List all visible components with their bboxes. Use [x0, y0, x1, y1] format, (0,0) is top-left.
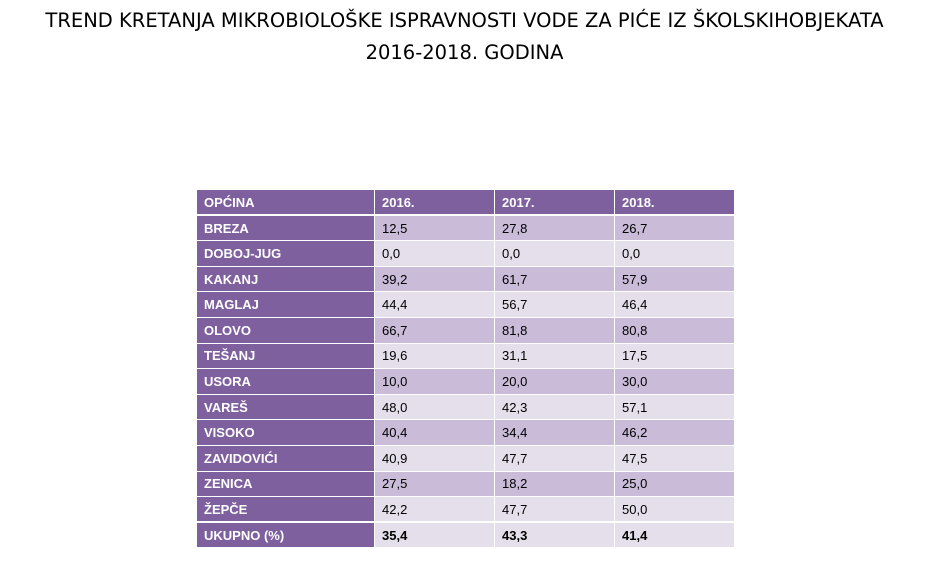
- table-cell: 57,9: [614, 265, 735, 293]
- row-label: BREZA: [196, 214, 375, 242]
- table-cell: 34,4: [494, 419, 615, 446]
- column-header: 2017.: [494, 189, 615, 217]
- column-header: 2016.: [374, 189, 495, 217]
- table-cell: 40,9: [374, 444, 495, 472]
- table-cell: 12,5: [374, 214, 495, 242]
- table-cell: 31,1: [494, 342, 615, 370]
- table-cell: 66,7: [374, 316, 495, 344]
- table-cell: 61,7: [494, 265, 615, 293]
- total-cell: 41,4: [614, 521, 735, 549]
- table-cell: 42,2: [374, 496, 495, 523]
- table-cell: 20,0: [494, 368, 615, 395]
- table-cell: 47,7: [494, 444, 615, 472]
- table-cell: 42,3: [494, 393, 615, 421]
- row-label: ZENICA: [196, 470, 375, 498]
- table-cell: 26,7: [614, 214, 735, 242]
- table-cell: 30,0: [614, 368, 735, 395]
- table-cell: 18,2: [494, 470, 615, 498]
- table-cell: 0,0: [494, 240, 615, 267]
- table-cell: 47,7: [494, 496, 615, 523]
- row-label: MAGLAJ: [196, 291, 375, 318]
- table-cell: 50,0: [614, 496, 735, 523]
- table-row: VAREŠ 48,0 42,3 57,1: [196, 393, 735, 421]
- table-cell: 47,5: [614, 444, 735, 472]
- column-header: 2018.: [614, 189, 735, 217]
- table-cell: 81,8: [494, 316, 615, 344]
- title-line-2: 2016-2018. GODINA: [365, 41, 564, 64]
- row-label: OLOVO: [196, 316, 375, 344]
- table-cell: 27,8: [494, 214, 615, 242]
- title-line-1: TREND KRETANJA MIKROBIOLOŠKE ISPRAVNOSTI…: [45, 9, 884, 32]
- data-table: OPĆINA 2016. 2017. 2018. BREZA 12,5 27,8 26…: [196, 189, 735, 549]
- table-cell: 17,5: [614, 342, 735, 370]
- table-cell: 10,0: [374, 368, 495, 395]
- table-cell: 57,1: [614, 393, 735, 421]
- table-cell: 0,0: [374, 240, 495, 267]
- table-header-row: OPĆINA 2016. 2017. 2018.: [196, 189, 735, 217]
- row-label: DOBOJ-JUG: [196, 240, 375, 267]
- table-total-row: UKUPNO (%) 35,4 43,3 41,4: [196, 521, 735, 549]
- table-row: ŽEPČE 42,2 47,7 50,0: [196, 496, 735, 523]
- table-cell: 27,5: [374, 470, 495, 498]
- row-label: ŽEPČE: [196, 496, 375, 523]
- table-cell: 0,0: [614, 240, 735, 267]
- column-header: OPĆINA: [196, 189, 375, 217]
- row-label: VISOKO: [196, 419, 375, 446]
- row-label: USORA: [196, 368, 375, 395]
- table-row: USORA 10,0 20,0 30,0: [196, 368, 735, 395]
- table-body: BREZA 12,5 27,8 26,7 DOBOJ-JUG 0,0 0,0 0,0 KAKAN…: [196, 214, 735, 523]
- row-label: TEŠANJ: [196, 342, 375, 370]
- table-cell: 44,4: [374, 291, 495, 318]
- table-row: OLOVO 66,7 81,8 80,8: [196, 316, 735, 344]
- row-label: VAREŠ: [196, 393, 375, 421]
- table-row: BREZA 12,5 27,8 26,7: [196, 214, 735, 242]
- table-cell: 48,0: [374, 393, 495, 421]
- total-cell: 43,3: [494, 521, 615, 549]
- table-cell: 39,2: [374, 265, 495, 293]
- table-row: VISOKO 40,4 34,4 46,2: [196, 419, 735, 446]
- total-label: UKUPNO (%): [196, 521, 375, 549]
- table-row: KAKANJ 39,2 61,7 57,9: [196, 265, 735, 293]
- table-row: MAGLAJ 44,4 56,7 46,4: [196, 291, 735, 318]
- row-label: ZAVIDOVIĆI: [196, 444, 375, 472]
- page-title: TREND KRETANJA MIKROBIOLOŠKE ISPRAVNOSTI…: [0, 5, 929, 69]
- total-cell: 35,4: [374, 521, 495, 549]
- table-row: ZAVIDOVIĆI 40,9 47,7 47,5: [196, 444, 735, 472]
- table-cell: 25,0: [614, 470, 735, 498]
- table-cell: 46,4: [614, 291, 735, 318]
- table-cell: 46,2: [614, 419, 735, 446]
- row-label: KAKANJ: [196, 265, 375, 293]
- table-row: DOBOJ-JUG 0,0 0,0 0,0: [196, 240, 735, 267]
- table-cell: 80,8: [614, 316, 735, 344]
- table-row: TEŠANJ 19,6 31,1 17,5: [196, 342, 735, 370]
- table-cell: 40,4: [374, 419, 495, 446]
- table-row: ZENICA 27,5 18,2 25,0: [196, 470, 735, 498]
- table-cell: 19,6: [374, 342, 495, 370]
- table-cell: 56,7: [494, 291, 615, 318]
